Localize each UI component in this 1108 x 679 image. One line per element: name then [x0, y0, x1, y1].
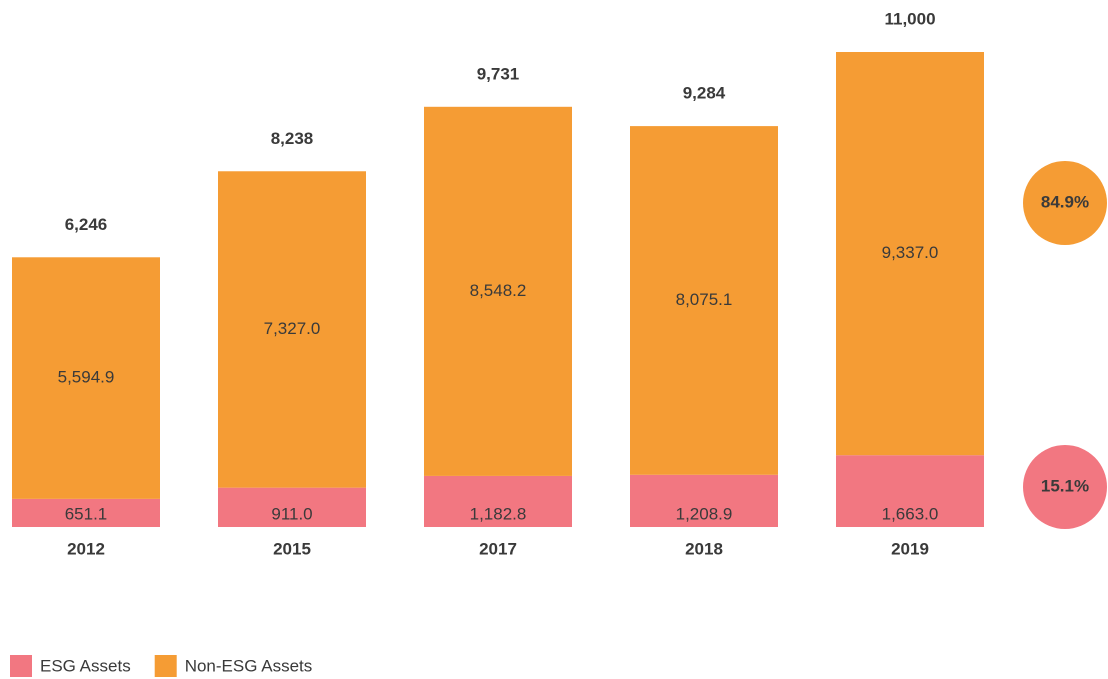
total-label: 8,238: [271, 129, 314, 148]
total-label: 9,284: [683, 84, 726, 103]
bar-segment: [630, 126, 778, 475]
x-tick-label: 2018: [685, 539, 723, 558]
value-label: 9,337.0: [882, 243, 939, 262]
value-label: 8,075.1: [676, 290, 733, 309]
total-label: 6,246: [65, 215, 108, 234]
total-label: 9,731: [477, 64, 520, 83]
bar-segment: [424, 475, 572, 527]
value-label: 651.1: [65, 504, 108, 523]
bar-segment: [836, 455, 984, 527]
bar-segment: [12, 498, 160, 527]
x-tick-label: 2017: [479, 539, 517, 558]
bar-segment: [836, 52, 984, 456]
x-tick-label: 2019: [891, 539, 929, 558]
total-label: 11,000: [884, 9, 935, 28]
bar-segment: [12, 257, 160, 499]
value-label: 1,208.9: [676, 504, 733, 523]
bar-segment: [424, 106, 572, 476]
legend-swatch: [10, 655, 32, 677]
bar-segment: [218, 487, 366, 527]
value-label: 8,548.2: [470, 281, 527, 300]
value-label: 911.0: [271, 504, 312, 523]
bar-segment: [218, 171, 366, 488]
legend-label: ESG Assets: [40, 656, 131, 675]
value-label: 7,327.0: [264, 319, 321, 338]
share-label: 15.1%: [1041, 476, 1089, 495]
x-tick-label: 2015: [273, 539, 311, 558]
bar-segment: [630, 474, 778, 527]
legend-label: Non-ESG Assets: [185, 656, 313, 675]
share-label: 84.9%: [1041, 192, 1089, 211]
value-label: 5,594.9: [58, 368, 115, 387]
share-badge: [1023, 445, 1107, 529]
share-badge: [1023, 161, 1107, 245]
value-label: 1,663.0: [882, 504, 939, 523]
value-label: 1,182.8: [470, 504, 527, 523]
x-tick-label: 2012: [67, 539, 105, 558]
legend-swatch: [154, 655, 177, 677]
